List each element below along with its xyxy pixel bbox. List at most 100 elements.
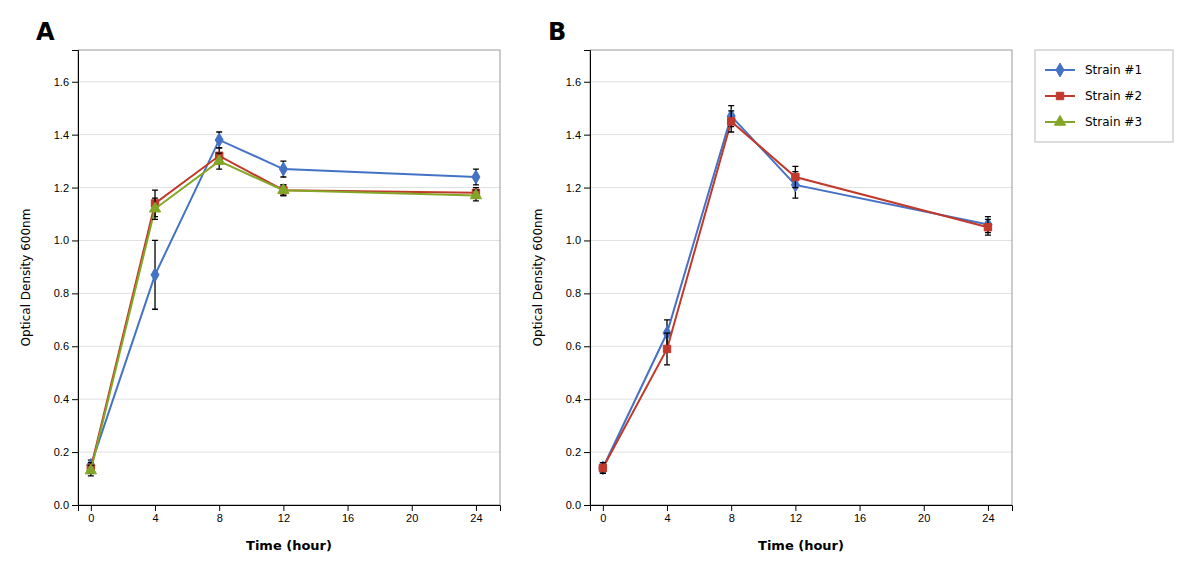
tick-label: 0.8 [54, 287, 69, 299]
error-bar [664, 333, 670, 365]
tick-label: 12 [790, 512, 802, 524]
panel: 048121620240.00.20.40.60.81.01.21.41.6Ti… [19, 18, 501, 553]
x-tick: 24 [982, 505, 994, 524]
grid-line [78, 81, 500, 82]
tick-label: 0.6 [566, 340, 581, 352]
x-tick: 8 [217, 505, 223, 524]
tick-label: 1.0 [566, 234, 581, 246]
y-tick: 1.6 [566, 76, 590, 88]
tick-mark [584, 188, 590, 189]
tick-label: 24 [470, 512, 482, 524]
series [87, 148, 480, 473]
tick-label: 0.2 [566, 446, 581, 458]
plot-frame [78, 50, 500, 505]
tick-label: 0.6 [54, 340, 69, 352]
marker [663, 345, 670, 352]
tick-label: 12 [278, 512, 290, 524]
marker [599, 464, 606, 471]
grid-line [590, 293, 1012, 294]
tick-label: 1.4 [54, 129, 69, 141]
y-tick: 1.2 [566, 182, 590, 194]
tick-label: 8 [217, 512, 223, 524]
tick-label: 8 [729, 512, 735, 524]
grid-line [590, 346, 1012, 347]
tick-mark [584, 399, 590, 400]
x-axis-title: Time (hour) [758, 538, 844, 553]
marker [984, 224, 991, 231]
tick-label: 1.0 [54, 234, 69, 246]
grid-line [78, 452, 500, 453]
tick-label: 0 [88, 512, 94, 524]
legend: Strain #1Strain #2Strain #3 [1035, 50, 1173, 142]
x-tick: 16 [854, 505, 866, 524]
x-axis-title: Time (hour) [246, 538, 332, 553]
y-tick: 0.6 [54, 340, 78, 352]
x-tick: 20 [406, 505, 418, 524]
error-bar [985, 219, 991, 235]
panel-title: B [548, 18, 566, 46]
error-bar [152, 240, 158, 309]
y-tick: 0.4 [54, 393, 78, 405]
tick-mark [72, 399, 78, 400]
panel-title: A [36, 18, 55, 46]
x-tick: 4 [664, 505, 670, 524]
x-tick: 24 [470, 505, 482, 524]
legend-frame [1035, 50, 1173, 142]
tick-label: 24 [982, 512, 994, 524]
tick-mark [72, 188, 78, 189]
y-tick: 1.6 [54, 76, 78, 88]
y-tick: 0.4 [566, 393, 590, 405]
tick-label: 1.2 [54, 182, 69, 194]
error-bar [473, 169, 479, 185]
x-tick: 16 [342, 505, 354, 524]
tick-mark [91, 505, 92, 511]
tick-label: 0.4 [54, 393, 69, 405]
y-axis-title: Optical Density 600nm [531, 209, 545, 347]
legend-marker [1056, 63, 1064, 77]
series-line [603, 116, 988, 468]
marker [151, 268, 159, 282]
grid-line [78, 293, 500, 294]
tick-label: 0.0 [566, 499, 581, 511]
tick-label: 0.0 [54, 499, 69, 511]
grid-line [78, 240, 500, 241]
marker [214, 155, 225, 165]
y-tick: 0.0 [54, 499, 78, 511]
tick-mark [924, 505, 925, 511]
tick-mark [584, 293, 590, 294]
tick-mark [219, 505, 220, 511]
grid-line [78, 399, 500, 400]
x-tick: 20 [918, 505, 930, 524]
grid-line [590, 240, 1012, 241]
tick-label: 1.6 [54, 76, 69, 88]
y-tick: 0.0 [566, 499, 590, 511]
y-tick: 0.8 [54, 287, 78, 299]
marker [85, 464, 96, 474]
legend-marker [1054, 115, 1065, 125]
series [599, 106, 992, 475]
error-bar [600, 463, 606, 474]
y-tick: 1.4 [566, 129, 590, 141]
grid-line [590, 452, 1012, 453]
marker [149, 202, 160, 212]
tick-mark [731, 505, 732, 511]
tick-mark [72, 452, 78, 453]
tick-mark [584, 240, 590, 241]
axis-line [591, 506, 1013, 512]
y-tick: 0.8 [566, 287, 590, 299]
tick-mark [412, 505, 413, 511]
grid-line [78, 346, 500, 347]
series [599, 111, 992, 473]
y-axis-title: Optical Density 600nm [19, 209, 33, 347]
y-axis: 0.0 0.2 0.4 0.6 0.8 1.0 1.2 1.4 1.6 [566, 51, 591, 512]
tick-label: 0.8 [566, 287, 581, 299]
series-line [91, 161, 476, 471]
tick-label: 20 [918, 512, 930, 524]
tick-label: 16 [342, 512, 354, 524]
grid-line [590, 81, 1012, 82]
y-tick: 1.2 [54, 182, 78, 194]
chart-root: 0 4 8 12 16 20 24 0.0 0.2 0.4 0.6 0.8 1.0 1.2 1.4 1.6 Ti… [0, 0, 1185, 575]
grid [590, 82, 1012, 505]
marker [599, 461, 607, 475]
marks [599, 106, 992, 475]
